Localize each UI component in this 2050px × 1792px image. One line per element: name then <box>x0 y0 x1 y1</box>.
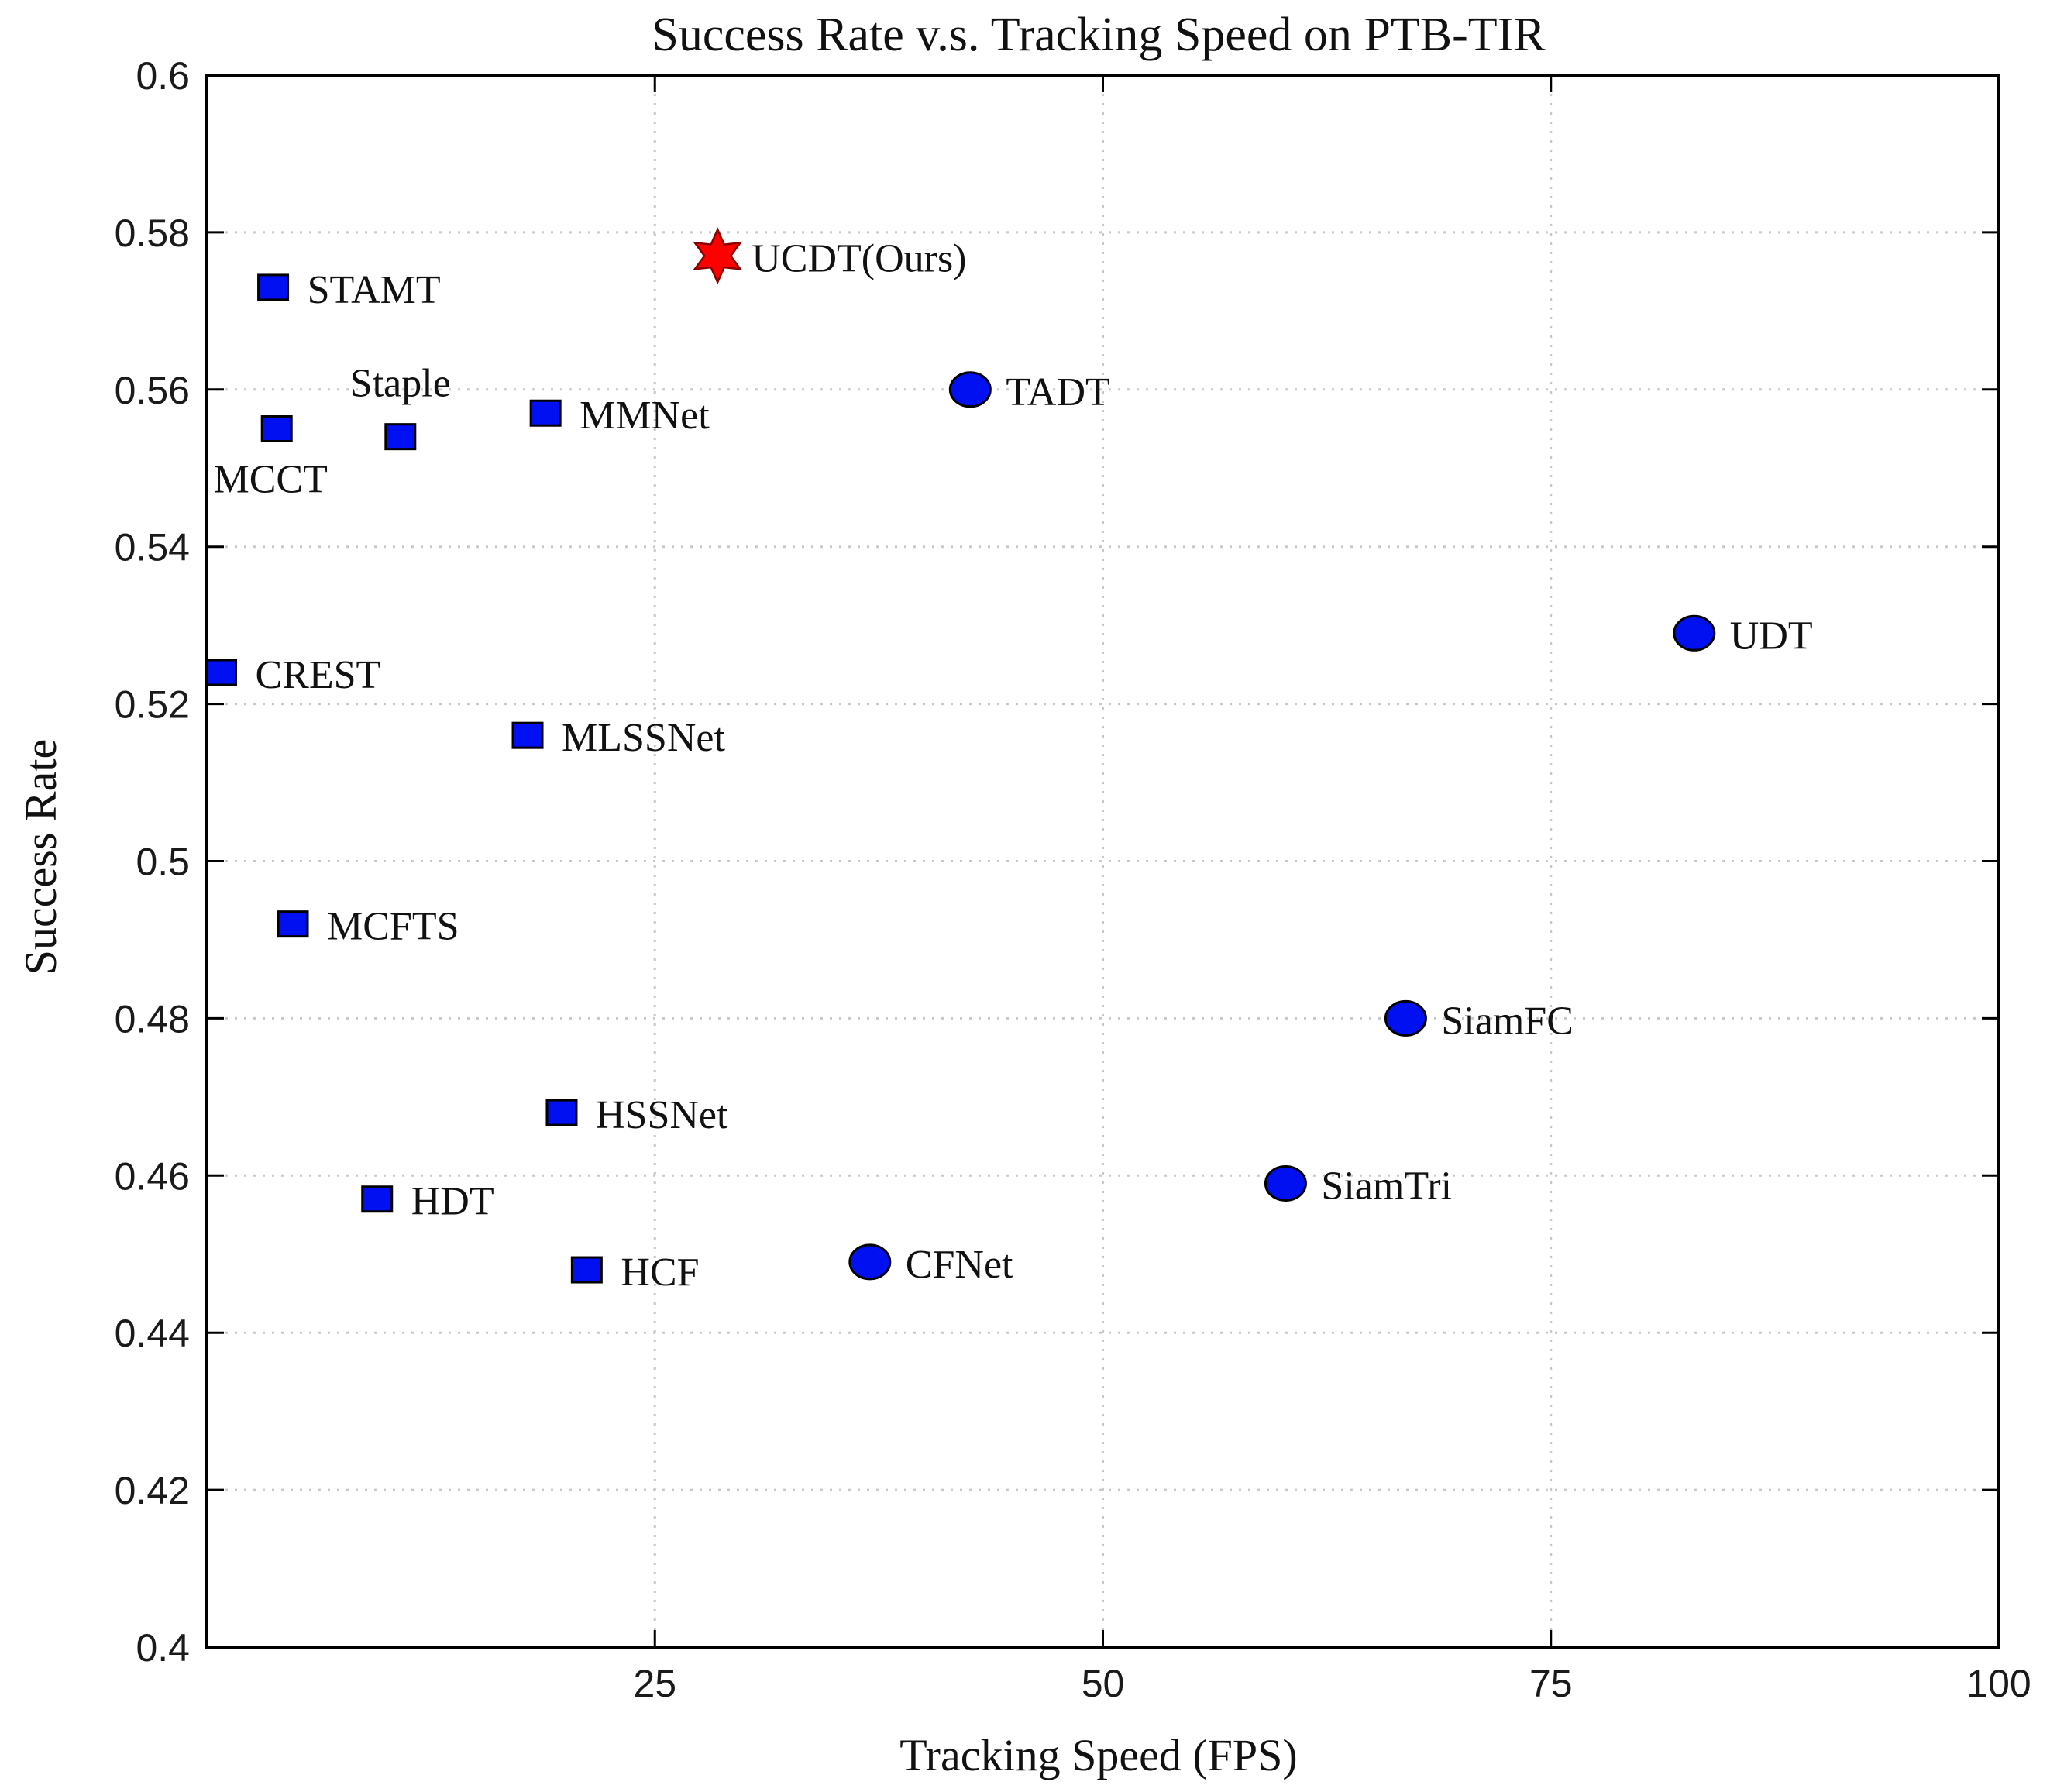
y-tick-label: 0.58 <box>115 212 190 255</box>
point-label-hssnet: HSSNet <box>596 1093 728 1137</box>
point-marker-hssnet <box>545 1099 578 1126</box>
y-tick-label: 0.5 <box>136 841 190 884</box>
x-tick-label: 25 <box>633 1662 676 1705</box>
point-marker-udt <box>1673 614 1716 652</box>
y-tick-label: 0.42 <box>115 1469 190 1512</box>
point-marker-mlssnet <box>511 721 544 749</box>
point-label-mmnet: MMNet <box>580 394 710 438</box>
y-tick-label: 0.46 <box>115 1154 190 1198</box>
point-label-hdt: HDT <box>411 1180 494 1224</box>
point-marker-mcfts <box>277 910 309 938</box>
point-marker-hdt <box>361 1185 394 1213</box>
grid-lines <box>207 75 1999 1647</box>
point-label-mcct: MCCT <box>214 458 328 502</box>
point-marker-mmnet <box>529 399 562 427</box>
y-axis-label: Success Rate <box>15 739 66 975</box>
point-marker-mcct <box>260 415 293 443</box>
point-marker-staple <box>384 423 417 451</box>
point-label-crest: CREST <box>256 653 381 697</box>
point-label-udt: UDT <box>1730 614 1813 658</box>
axis-ticks: 25 50 75 100 0.4 0.42 0.44 0.46 0.48 0.5 0.52 0.54 0… <box>115 54 2031 1705</box>
y-tick-label: 0.44 <box>115 1312 190 1355</box>
point-marker-stamt <box>257 273 290 301</box>
y-tick-label: 0.48 <box>115 997 190 1040</box>
point-label-staple: Staple <box>350 362 451 406</box>
point-label-tadt: TADT <box>1006 370 1109 414</box>
point-label-stamt: STAMT <box>308 268 441 312</box>
x-tick-label: 50 <box>1082 1662 1125 1705</box>
point-marker-tadt <box>948 371 992 408</box>
y-tick-label: 0.56 <box>115 369 190 412</box>
y-tick-label: 0.52 <box>115 683 190 727</box>
point-label-siamfc: SiamFC <box>1441 999 1574 1043</box>
chart-title: Success Rate v.s. Tracking Speed on PTB-… <box>652 9 1546 61</box>
x-axis-label: Tracking Speed (FPS) <box>899 1730 1297 1780</box>
data-points: UCDT(Ours) STAMT Staple MCCT MMNet CREST MLSSN… <box>205 227 1813 1295</box>
point-label-cfnet: CFNet <box>906 1243 1013 1287</box>
y-tick-label: 0.6 <box>136 54 190 98</box>
point-marker-siamfc <box>1384 999 1427 1037</box>
point-label-hcf: HCF <box>621 1250 699 1295</box>
point-marker-ucdt-ours <box>693 227 743 285</box>
point-label-ucdt-ours: UCDT(Ours) <box>752 236 966 280</box>
point-marker-cfnet <box>848 1243 892 1281</box>
x-tick-label: 75 <box>1529 1662 1573 1705</box>
y-tick-label: 0.4 <box>136 1626 190 1670</box>
point-marker-hcf <box>570 1256 603 1284</box>
y-tick-label: 0.54 <box>115 526 190 569</box>
point-label-siamtri: SiamTri <box>1321 1164 1452 1208</box>
point-label-mlssnet: MLSSNet <box>562 716 725 760</box>
point-marker-crest <box>205 659 238 686</box>
x-tick-label: 100 <box>1966 1662 2031 1705</box>
point-label-mcfts: MCFTS <box>327 905 459 949</box>
point-marker-siamtri <box>1264 1164 1307 1202</box>
